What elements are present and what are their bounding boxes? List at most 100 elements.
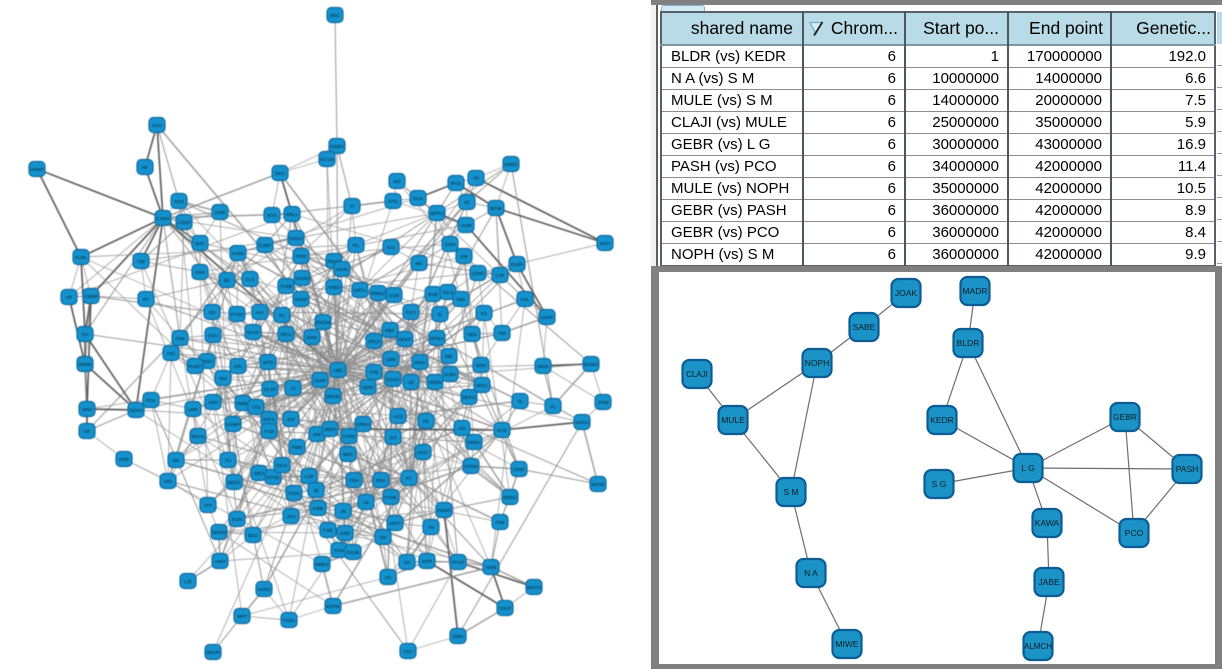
svg-text:CLS: CLS	[246, 277, 255, 282]
svg-text:WJC: WJC	[195, 241, 206, 246]
svg-text:UOFP: UOFP	[541, 315, 554, 320]
svg-text:GKDN: GKDN	[295, 276, 308, 281]
svg-text:HS: HS	[385, 575, 391, 580]
svg-text:CJR: CJR	[496, 273, 506, 278]
svg-text:MH: MH	[172, 458, 179, 463]
svg-text:GWEU: GWEU	[330, 144, 344, 149]
svg-text:WPTU: WPTU	[430, 211, 444, 216]
svg-text:NDRI: NDRI	[362, 385, 373, 390]
svg-text:NOPH: NOPH	[805, 358, 830, 368]
svg-text:OUIC: OUIC	[417, 450, 429, 455]
svg-text:DIUG: DIUG	[276, 463, 288, 468]
svg-text:KS: KS	[481, 311, 487, 316]
svg-text:UMK: UMK	[188, 407, 199, 412]
svg-text:SLNI: SLNI	[413, 196, 423, 201]
svg-text:TOCP: TOCP	[499, 606, 512, 611]
svg-text:UE: UE	[408, 380, 414, 385]
svg-text:KRR: KRR	[340, 531, 350, 536]
svg-text:DLSP: DLSP	[264, 387, 276, 392]
svg-text:JNK: JNK	[313, 432, 323, 437]
svg-text:JGS: JGS	[287, 514, 296, 519]
svg-text:SSA: SSA	[403, 649, 413, 654]
svg-text:OIG: OIG	[164, 479, 173, 484]
svg-text:CLAJI: CLAJI	[686, 370, 708, 379]
svg-text:MADR: MADR	[962, 286, 987, 296]
svg-text:NSS: NSS	[174, 199, 183, 204]
svg-text:PE: PE	[423, 419, 429, 424]
svg-text:GILO: GILO	[443, 290, 454, 295]
svg-text:TTG: TTG	[251, 405, 261, 410]
svg-text:TN: TN	[428, 525, 434, 530]
svg-text:WINM: WINM	[79, 362, 92, 367]
svg-text:HP: HP	[66, 295, 72, 300]
svg-text:EBLA: EBLA	[286, 212, 299, 217]
svg-text:PDHE: PDHE	[328, 259, 341, 264]
svg-text:ESUB: ESUB	[347, 550, 360, 555]
svg-text:ARTT: ARTT	[389, 521, 401, 526]
svg-text:WFR: WFR	[422, 559, 433, 564]
svg-text:TT: TT	[349, 204, 355, 209]
svg-text:MTS: MTS	[267, 213, 277, 218]
svg-text:AWH: AWH	[215, 559, 226, 564]
svg-text:THSB: THSB	[280, 284, 292, 289]
svg-text:ARBS: ARBS	[328, 285, 341, 290]
svg-text:FICJ: FICJ	[406, 310, 416, 315]
svg-text:BLDR: BLDR	[957, 338, 980, 348]
svg-text:JLK: JLK	[389, 435, 398, 440]
svg-text:MS: MS	[394, 179, 401, 184]
svg-text:MNKS: MNKS	[315, 562, 328, 567]
svg-text:PDNO: PDNO	[437, 508, 451, 513]
svg-text:PCK: PCK	[146, 398, 156, 403]
svg-text:BOB: BOB	[428, 292, 438, 297]
svg-text:GIW: GIW	[175, 336, 185, 341]
svg-text:ITJO: ITJO	[264, 429, 274, 434]
svg-text:JJHD: JJHD	[214, 210, 226, 215]
svg-text:PLW: PLW	[334, 548, 344, 553]
svg-text:WFK: WFK	[343, 452, 354, 457]
svg-text:OKIN: OKIN	[336, 267, 347, 272]
svg-text:DKG: DKG	[275, 171, 285, 176]
svg-text:DMG: DMG	[307, 335, 318, 340]
svg-text:FFGG: FFGG	[231, 312, 244, 317]
svg-text:OIHI: OIHI	[195, 270, 204, 275]
svg-text:FJIE: FJIE	[323, 528, 332, 533]
svg-text:TU: TU	[225, 458, 231, 463]
svg-text:PBW: PBW	[292, 445, 303, 450]
svg-text:INMM: INMM	[237, 401, 249, 406]
svg-text:BE: BE	[224, 278, 230, 283]
svg-text:WTD: WTD	[263, 360, 274, 365]
svg-text:ISF: ISF	[83, 429, 90, 434]
svg-text:WHOJ: WHOJ	[575, 420, 589, 425]
svg-text:PASH: PASH	[1176, 464, 1199, 474]
svg-text:JOAK: JOAK	[895, 288, 918, 298]
svg-text:JJ: JJ	[291, 386, 296, 391]
svg-text:GGU: GGU	[208, 333, 218, 338]
svg-text:BFIM: BFIM	[491, 206, 502, 211]
svg-text:BEEG: BEEG	[228, 480, 241, 485]
svg-text:MDSI: MDSI	[537, 364, 548, 369]
svg-text:MW: MW	[457, 297, 466, 302]
svg-text:KUU: KUU	[152, 123, 162, 128]
svg-text:KCCM: KCCM	[320, 157, 334, 162]
svg-text:DJMP: DJMP	[259, 243, 272, 248]
svg-text:AE: AE	[363, 500, 369, 505]
svg-text:TFP: TFP	[204, 503, 213, 508]
svg-text:RUMT: RUMT	[188, 364, 201, 369]
svg-text:BSG: BSG	[248, 533, 258, 538]
svg-text:EGWA: EGWA	[584, 362, 599, 367]
svg-text:RLBR: RLBR	[511, 262, 524, 267]
svg-text:OGN: OGN	[445, 242, 455, 247]
svg-text:LWB: LWB	[386, 357, 396, 362]
svg-text:MRJ: MRJ	[254, 471, 263, 476]
svg-text:LODD: LODD	[178, 220, 191, 225]
svg-text:L G: L G	[1021, 463, 1034, 473]
svg-text:DN: DN	[380, 535, 387, 540]
svg-text:WC: WC	[415, 261, 423, 266]
svg-text:OIGO: OIGO	[201, 359, 213, 364]
svg-text:KFDM: KFDM	[464, 464, 477, 469]
svg-text:MULE: MULE	[721, 415, 745, 425]
svg-text:JABE: JABE	[1038, 577, 1060, 587]
svg-text:WU: WU	[219, 376, 227, 381]
svg-text:FPE: FPE	[370, 370, 379, 375]
svg-text:RSGW: RSGW	[316, 320, 331, 325]
